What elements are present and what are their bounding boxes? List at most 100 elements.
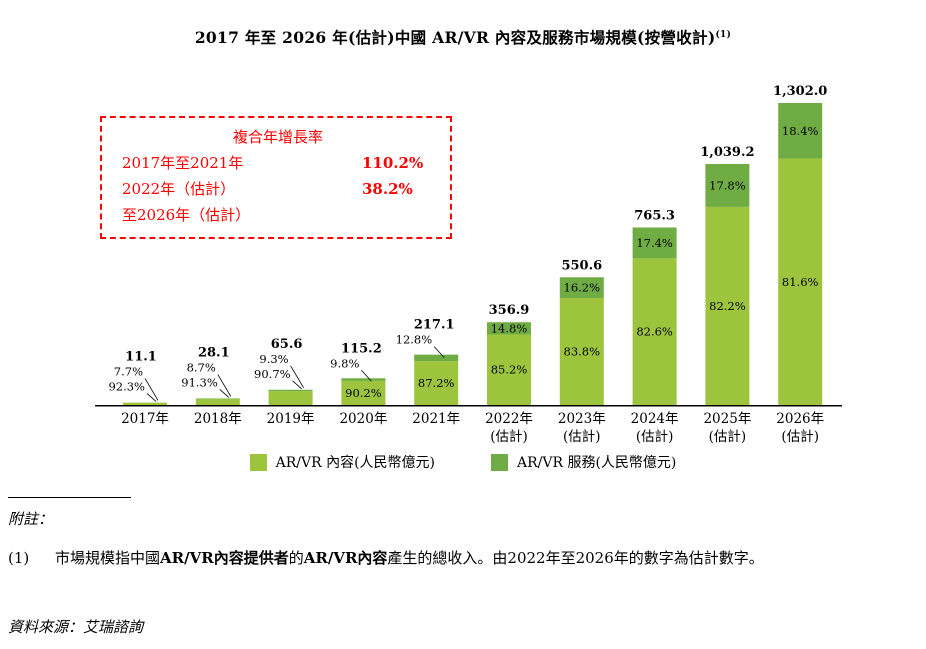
bar-segment-service-2025年 xyxy=(705,163,750,207)
bar-segment-content-2026年 xyxy=(778,158,823,405)
bar-segment-content-2019年 xyxy=(268,391,313,405)
footnote-text: 市場規模指中國AR/VR內容提供者的AR/VR內容產生的總收入。由2022年至2… xyxy=(55,547,910,570)
content-pct-label: 90.7% xyxy=(254,367,291,381)
x-axis-label: 2019年 xyxy=(267,411,315,427)
notes-heading: 附註： xyxy=(8,510,54,528)
service-pct-label: 14.8% xyxy=(491,321,528,335)
leader-line xyxy=(144,378,159,401)
bar-total-label: 356.9 xyxy=(489,303,530,318)
bar-segment-service-2023年 xyxy=(559,277,604,298)
leader-line xyxy=(433,346,445,358)
bar-total-label: 11.1 xyxy=(125,349,157,364)
bar-segment-service-2021年 xyxy=(414,354,459,362)
bar-segment-content-2020年 xyxy=(341,380,386,405)
service-pct-label: 7.7% xyxy=(114,364,143,378)
leader-line xyxy=(217,374,232,397)
cagr-row: 至2026年（估計） xyxy=(122,202,434,228)
content-pct-label: 92.3% xyxy=(108,379,145,393)
x-axis-label: 2017年 xyxy=(121,411,169,427)
cagr-box: 複合年增長率 2017年至2021年 110.2% 2022年（估計） 38.2… xyxy=(100,116,452,239)
bar-segment-service-2020年 xyxy=(341,378,386,381)
cagr-row-value: 38.2% xyxy=(362,180,413,198)
bar-total-label: 765.3 xyxy=(634,208,675,223)
leader-line xyxy=(146,393,157,402)
x-axis-label: 2022年 xyxy=(485,411,533,427)
bar-segment-content-2024年 xyxy=(632,258,677,405)
service-pct-label: 9.3% xyxy=(259,352,288,366)
x-axis-label: 2025年 xyxy=(703,411,751,427)
content-pct-label: 85.2% xyxy=(491,363,528,377)
service-pct-label: 9.8% xyxy=(330,356,359,370)
x-axis-label: 2021年 xyxy=(412,411,460,427)
service-pct-label: 16.2% xyxy=(564,281,601,295)
bar-segment-content-2018年 xyxy=(195,399,240,405)
cagr-row-label: 2022年（估計） xyxy=(122,180,236,198)
legend-swatch-service xyxy=(491,453,508,471)
title-footnote-ref: (1) xyxy=(715,29,732,40)
x-axis-label: 2020年 xyxy=(339,411,387,427)
bar-total-label: 115.2 xyxy=(341,341,382,356)
bar-segment-service-2024年 xyxy=(632,227,677,259)
footnote-divider xyxy=(8,497,131,498)
bar-total-label: 28.1 xyxy=(198,345,230,360)
bar-segment-content-2021年 xyxy=(414,361,459,405)
x-axis-label: 2026年 xyxy=(776,411,824,427)
legend-swatch-content xyxy=(249,453,267,471)
x-axis-label-line2: (估計) xyxy=(490,429,528,445)
bar-segment-service-2019年 xyxy=(268,389,313,392)
leader-line xyxy=(290,365,304,388)
x-axis-label: 2018年 xyxy=(194,411,242,427)
legend-item-service: AR/VR 服務(人民幣億元) xyxy=(491,452,676,472)
bar-segment-service-2022年 xyxy=(487,322,531,335)
bar-segment-service-2018年 xyxy=(195,398,240,400)
content-pct-label: 82.2% xyxy=(709,299,746,313)
footnote-text-segment: 的 xyxy=(288,549,304,567)
bar-segment-service-2026年 xyxy=(778,103,823,159)
legend-item-content: AR/VR 內容(人民幣億元) xyxy=(249,452,435,472)
bar-total-label: 217.1 xyxy=(414,318,455,333)
bar-segment-content-2025年 xyxy=(705,206,750,405)
footnote-text-segment: 市場規模指中國 xyxy=(55,549,161,567)
cagr-box-title: 複合年增長率 xyxy=(232,128,323,146)
bar-total-label: 65.6 xyxy=(271,337,303,352)
bar-total-label: 1,302.0 xyxy=(773,84,827,99)
chart-title-text: 2017 年至 2026 年(估計)中國 AR/VR 內容及服務市場規模(按營收… xyxy=(194,28,716,47)
service-pct-label: 18.4% xyxy=(782,124,819,138)
x-axis-label-line2: (估計) xyxy=(709,429,747,445)
bar-segment-content-2023年 xyxy=(559,297,604,405)
leader-line xyxy=(292,380,302,390)
footnote-text-segment: AR/VR內容提供者 xyxy=(160,549,289,567)
leader-line xyxy=(219,389,230,398)
x-axis-label: 2024年 xyxy=(631,411,679,427)
cagr-row-value: 110.2% xyxy=(362,154,424,172)
footnote-text-segment: 產生的總收入。由2022年至2026年的數字為估計數字。 xyxy=(387,549,764,567)
service-pct-label: 17.4% xyxy=(636,236,673,250)
bar-total-label: 550.6 xyxy=(561,258,602,273)
service-pct-label: 17.8% xyxy=(709,178,746,192)
cagr-row-label: 2017年至2021年 xyxy=(122,154,244,172)
content-pct-label: 87.2% xyxy=(418,376,455,390)
content-pct-label: 91.3% xyxy=(181,375,218,389)
cagr-row: 2017年至2021年 110.2% xyxy=(122,150,434,176)
bar-segment-content-2017年 xyxy=(123,402,167,405)
bar-segment-content-2022年 xyxy=(487,334,531,405)
footnote-text-segment: AR/VR內容 xyxy=(303,549,388,567)
footnote-item: (1) 市場規模指中國AR/VR內容提供者的AR/VR內容產生的總收入。由202… xyxy=(8,547,910,570)
chart-legend: AR/VR 內容(人民幣億元) AR/VR 服務(人民幣億元) xyxy=(0,452,926,472)
x-axis-label-line2: (估計) xyxy=(636,429,674,445)
legend-label-content: AR/VR 內容(人民幣億元) xyxy=(275,455,435,471)
x-axis-label-line2: (估計) xyxy=(563,429,601,445)
service-pct-label: 8.7% xyxy=(187,360,216,374)
stacked-bar-chart: 11.17.7%92.3% 2017年 28.18.7%91.3% 2018年 65.6… xyxy=(95,84,842,445)
x-axis-label: 2023年 xyxy=(558,411,606,427)
leader-line xyxy=(361,370,372,382)
content-pct-label: 82.6% xyxy=(636,325,673,339)
chart-title: 2017 年至 2026 年(估計)中國 AR/VR 內容及服務市場規模(按營收… xyxy=(0,26,926,48)
legend-label-service: AR/VR 服務(人民幣億元) xyxy=(517,455,677,471)
cagr-row: 2022年（估計） 38.2% xyxy=(122,176,434,202)
source-line: 資料來源：艾瑞諮詢 xyxy=(8,618,144,636)
cagr-row-label: 至2026年（估計） xyxy=(122,206,251,224)
content-pct-label: 90.2% xyxy=(345,386,382,400)
footnote-number: (1) xyxy=(8,549,30,567)
